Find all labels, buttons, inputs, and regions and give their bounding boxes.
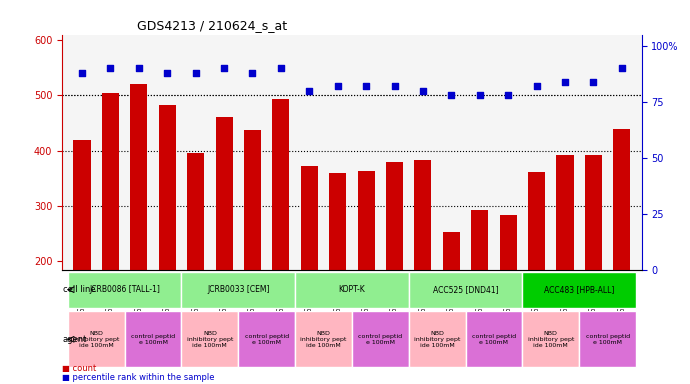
- Point: [531, 83, 542, 89]
- Text: cell line: cell line: [63, 285, 95, 294]
- Bar: [244, 130, 261, 372]
- FancyBboxPatch shape: [125, 311, 181, 367]
- FancyBboxPatch shape: [352, 311, 408, 367]
- Text: control peptid
e 100mM: control peptid e 100mM: [358, 334, 402, 345]
- Point: [560, 78, 571, 84]
- FancyBboxPatch shape: [408, 311, 466, 367]
- Bar: [273, 99, 289, 372]
- Point: [332, 83, 343, 89]
- Text: ■ count: ■ count: [62, 364, 97, 373]
- Text: control peptid
e 100mM: control peptid e 100mM: [131, 334, 175, 345]
- FancyBboxPatch shape: [181, 271, 295, 308]
- FancyBboxPatch shape: [466, 311, 522, 367]
- Text: NBD
inhibitory pept
ide 100mM: NBD inhibitory pept ide 100mM: [187, 331, 233, 348]
- Bar: [301, 166, 318, 372]
- FancyBboxPatch shape: [522, 311, 579, 367]
- Text: ■ percentile rank within the sample: ■ percentile rank within the sample: [62, 373, 215, 382]
- Text: GDS4213 / 210624_s_at: GDS4213 / 210624_s_at: [137, 19, 288, 32]
- Bar: [556, 154, 573, 372]
- Text: NBD
inhibitory pept
ide 100mM: NBD inhibitory pept ide 100mM: [73, 331, 119, 348]
- Bar: [329, 173, 346, 372]
- Point: [361, 83, 372, 89]
- Point: [77, 70, 88, 76]
- FancyBboxPatch shape: [579, 311, 636, 367]
- Point: [616, 65, 627, 71]
- Point: [190, 70, 201, 76]
- Bar: [386, 162, 403, 372]
- Point: [474, 92, 485, 98]
- Point: [588, 78, 599, 84]
- Bar: [613, 129, 631, 372]
- Point: [247, 70, 258, 76]
- Text: ACC483 [HPB-ALL]: ACC483 [HPB-ALL]: [544, 285, 614, 294]
- Point: [389, 83, 400, 89]
- Text: KOPT-K: KOPT-K: [339, 285, 365, 294]
- Bar: [585, 154, 602, 372]
- FancyBboxPatch shape: [68, 311, 125, 367]
- Bar: [187, 154, 204, 372]
- Bar: [415, 160, 431, 372]
- Bar: [130, 84, 148, 372]
- Text: control peptid
e 100mM: control peptid e 100mM: [472, 334, 516, 345]
- Text: NBD
inhibitory pept
ide 100mM: NBD inhibitory pept ide 100mM: [528, 331, 574, 348]
- Text: JCRB0086 [TALL-1]: JCRB0086 [TALL-1]: [89, 285, 160, 294]
- Point: [275, 65, 286, 71]
- Text: NBD
inhibitory pept
ide 100mM: NBD inhibitory pept ide 100mM: [300, 331, 346, 348]
- Point: [105, 65, 116, 71]
- Point: [161, 70, 172, 76]
- FancyBboxPatch shape: [238, 311, 295, 367]
- Point: [502, 92, 513, 98]
- Bar: [159, 105, 176, 372]
- Bar: [471, 210, 489, 372]
- Point: [304, 88, 315, 94]
- Text: ACC525 [DND41]: ACC525 [DND41]: [433, 285, 498, 294]
- FancyBboxPatch shape: [522, 271, 636, 308]
- Bar: [443, 232, 460, 372]
- FancyBboxPatch shape: [408, 271, 522, 308]
- Text: agent: agent: [63, 335, 87, 344]
- Text: JCRB0033 [CEM]: JCRB0033 [CEM]: [207, 285, 270, 294]
- FancyBboxPatch shape: [181, 311, 238, 367]
- Bar: [215, 118, 233, 372]
- Bar: [73, 140, 90, 372]
- Bar: [500, 215, 517, 372]
- Text: control peptid
e 100mM: control peptid e 100mM: [586, 334, 630, 345]
- FancyBboxPatch shape: [295, 271, 408, 308]
- Text: NBD
inhibitory pept
ide 100mM: NBD inhibitory pept ide 100mM: [414, 331, 460, 348]
- FancyBboxPatch shape: [68, 271, 181, 308]
- Bar: [357, 171, 375, 372]
- Point: [417, 88, 428, 94]
- Text: control peptid
e 100mM: control peptid e 100mM: [244, 334, 288, 345]
- Point: [446, 92, 457, 98]
- FancyBboxPatch shape: [295, 311, 352, 367]
- Point: [133, 65, 144, 71]
- Bar: [102, 93, 119, 372]
- Point: [219, 65, 230, 71]
- Bar: [528, 172, 545, 372]
